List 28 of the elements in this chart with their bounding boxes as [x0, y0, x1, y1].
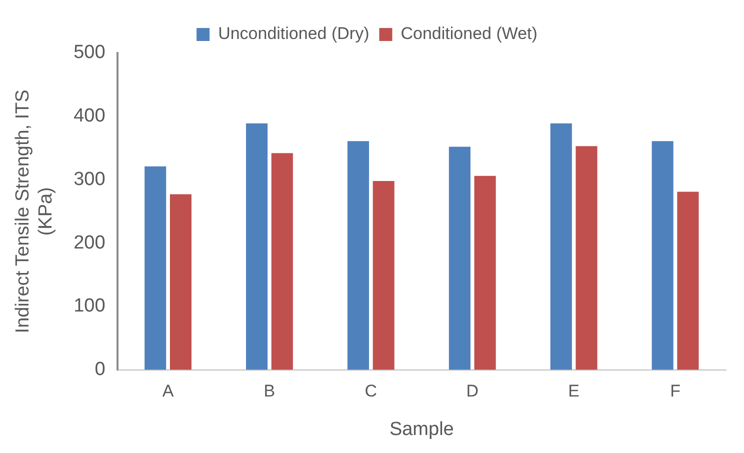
x-tick-label: D	[466, 382, 479, 401]
bar	[271, 153, 293, 370]
y-tick-label: 100	[74, 296, 106, 317]
legend-label: Conditioned (Wet)	[400, 24, 538, 44]
x-tick-label: B	[264, 382, 276, 401]
bar	[474, 176, 496, 370]
y-tick-label: 400	[74, 106, 106, 127]
bar	[677, 192, 699, 370]
bar	[144, 166, 166, 370]
bar	[448, 146, 470, 370]
bar	[550, 123, 572, 370]
x-tick-label: E	[568, 382, 580, 401]
x-tick-label: A	[162, 382, 174, 401]
bar	[246, 123, 268, 370]
x-axis-title: Sample	[389, 418, 454, 440]
bar	[170, 194, 192, 370]
bar	[652, 141, 674, 370]
legend-label: Unconditioned (Dry)	[218, 24, 370, 44]
bar	[347, 141, 370, 370]
bar	[372, 180, 394, 370]
x-tick-label: C	[364, 382, 378, 401]
y-tick-label: 500	[74, 42, 106, 64]
y-tick-label: 0	[94, 359, 106, 380]
x-tick-label: F	[670, 382, 680, 401]
bar	[576, 146, 598, 370]
y-tick-label: 300	[74, 168, 106, 190]
y-axis-title: Indirect Tensile Strength, ITS (KPa)	[12, 90, 56, 334]
y-tick-label: 200	[74, 232, 106, 254]
